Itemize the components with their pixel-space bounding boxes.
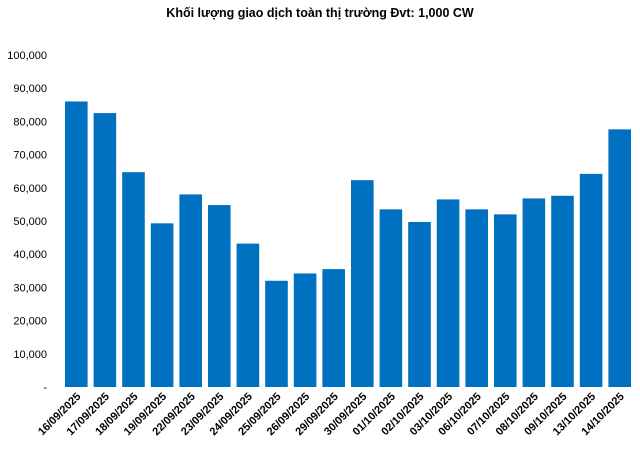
bar	[322, 269, 345, 387]
y-tick-label: 60,000	[13, 183, 47, 195]
y-axis: - 10,000 20,000 30,000 40,000 50,000 60,000 70,…	[7, 50, 47, 394]
bar	[65, 101, 88, 387]
bar	[465, 209, 488, 387]
y-tick-label: 20,000	[13, 316, 47, 328]
x-axis: 16/09/202517/09/202518/09/202519/09/2025…	[36, 391, 627, 438]
bar	[494, 214, 517, 387]
bar	[93, 113, 117, 387]
bar	[379, 209, 403, 387]
bar	[522, 198, 546, 387]
y-tick-label: 100,000	[7, 50, 47, 62]
y-tick-label: 70,000	[13, 150, 47, 162]
bar	[551, 195, 574, 387]
y-tick-label: -	[43, 382, 47, 394]
bar	[351, 180, 374, 387]
y-tick-label: 90,000	[13, 83, 47, 95]
y-tick-label: 80,000	[13, 116, 47, 128]
y-tick-label: 10,000	[13, 349, 47, 361]
bar	[436, 199, 460, 387]
bar	[265, 280, 288, 387]
chart-title: Khối lượng giao dịch toàn thị trường Đvt…	[166, 6, 474, 20]
bar	[150, 223, 174, 387]
bar	[408, 222, 431, 387]
y-tick-label: 30,000	[13, 282, 47, 294]
y-tick-label: 50,000	[13, 216, 47, 228]
bar	[293, 273, 317, 387]
bar	[122, 172, 145, 387]
bar	[236, 243, 260, 387]
bar	[179, 194, 202, 387]
bar	[579, 173, 603, 387]
y-tick-label: 40,000	[13, 249, 47, 261]
bar	[208, 205, 231, 387]
bars	[65, 101, 631, 387]
bar	[608, 129, 631, 387]
